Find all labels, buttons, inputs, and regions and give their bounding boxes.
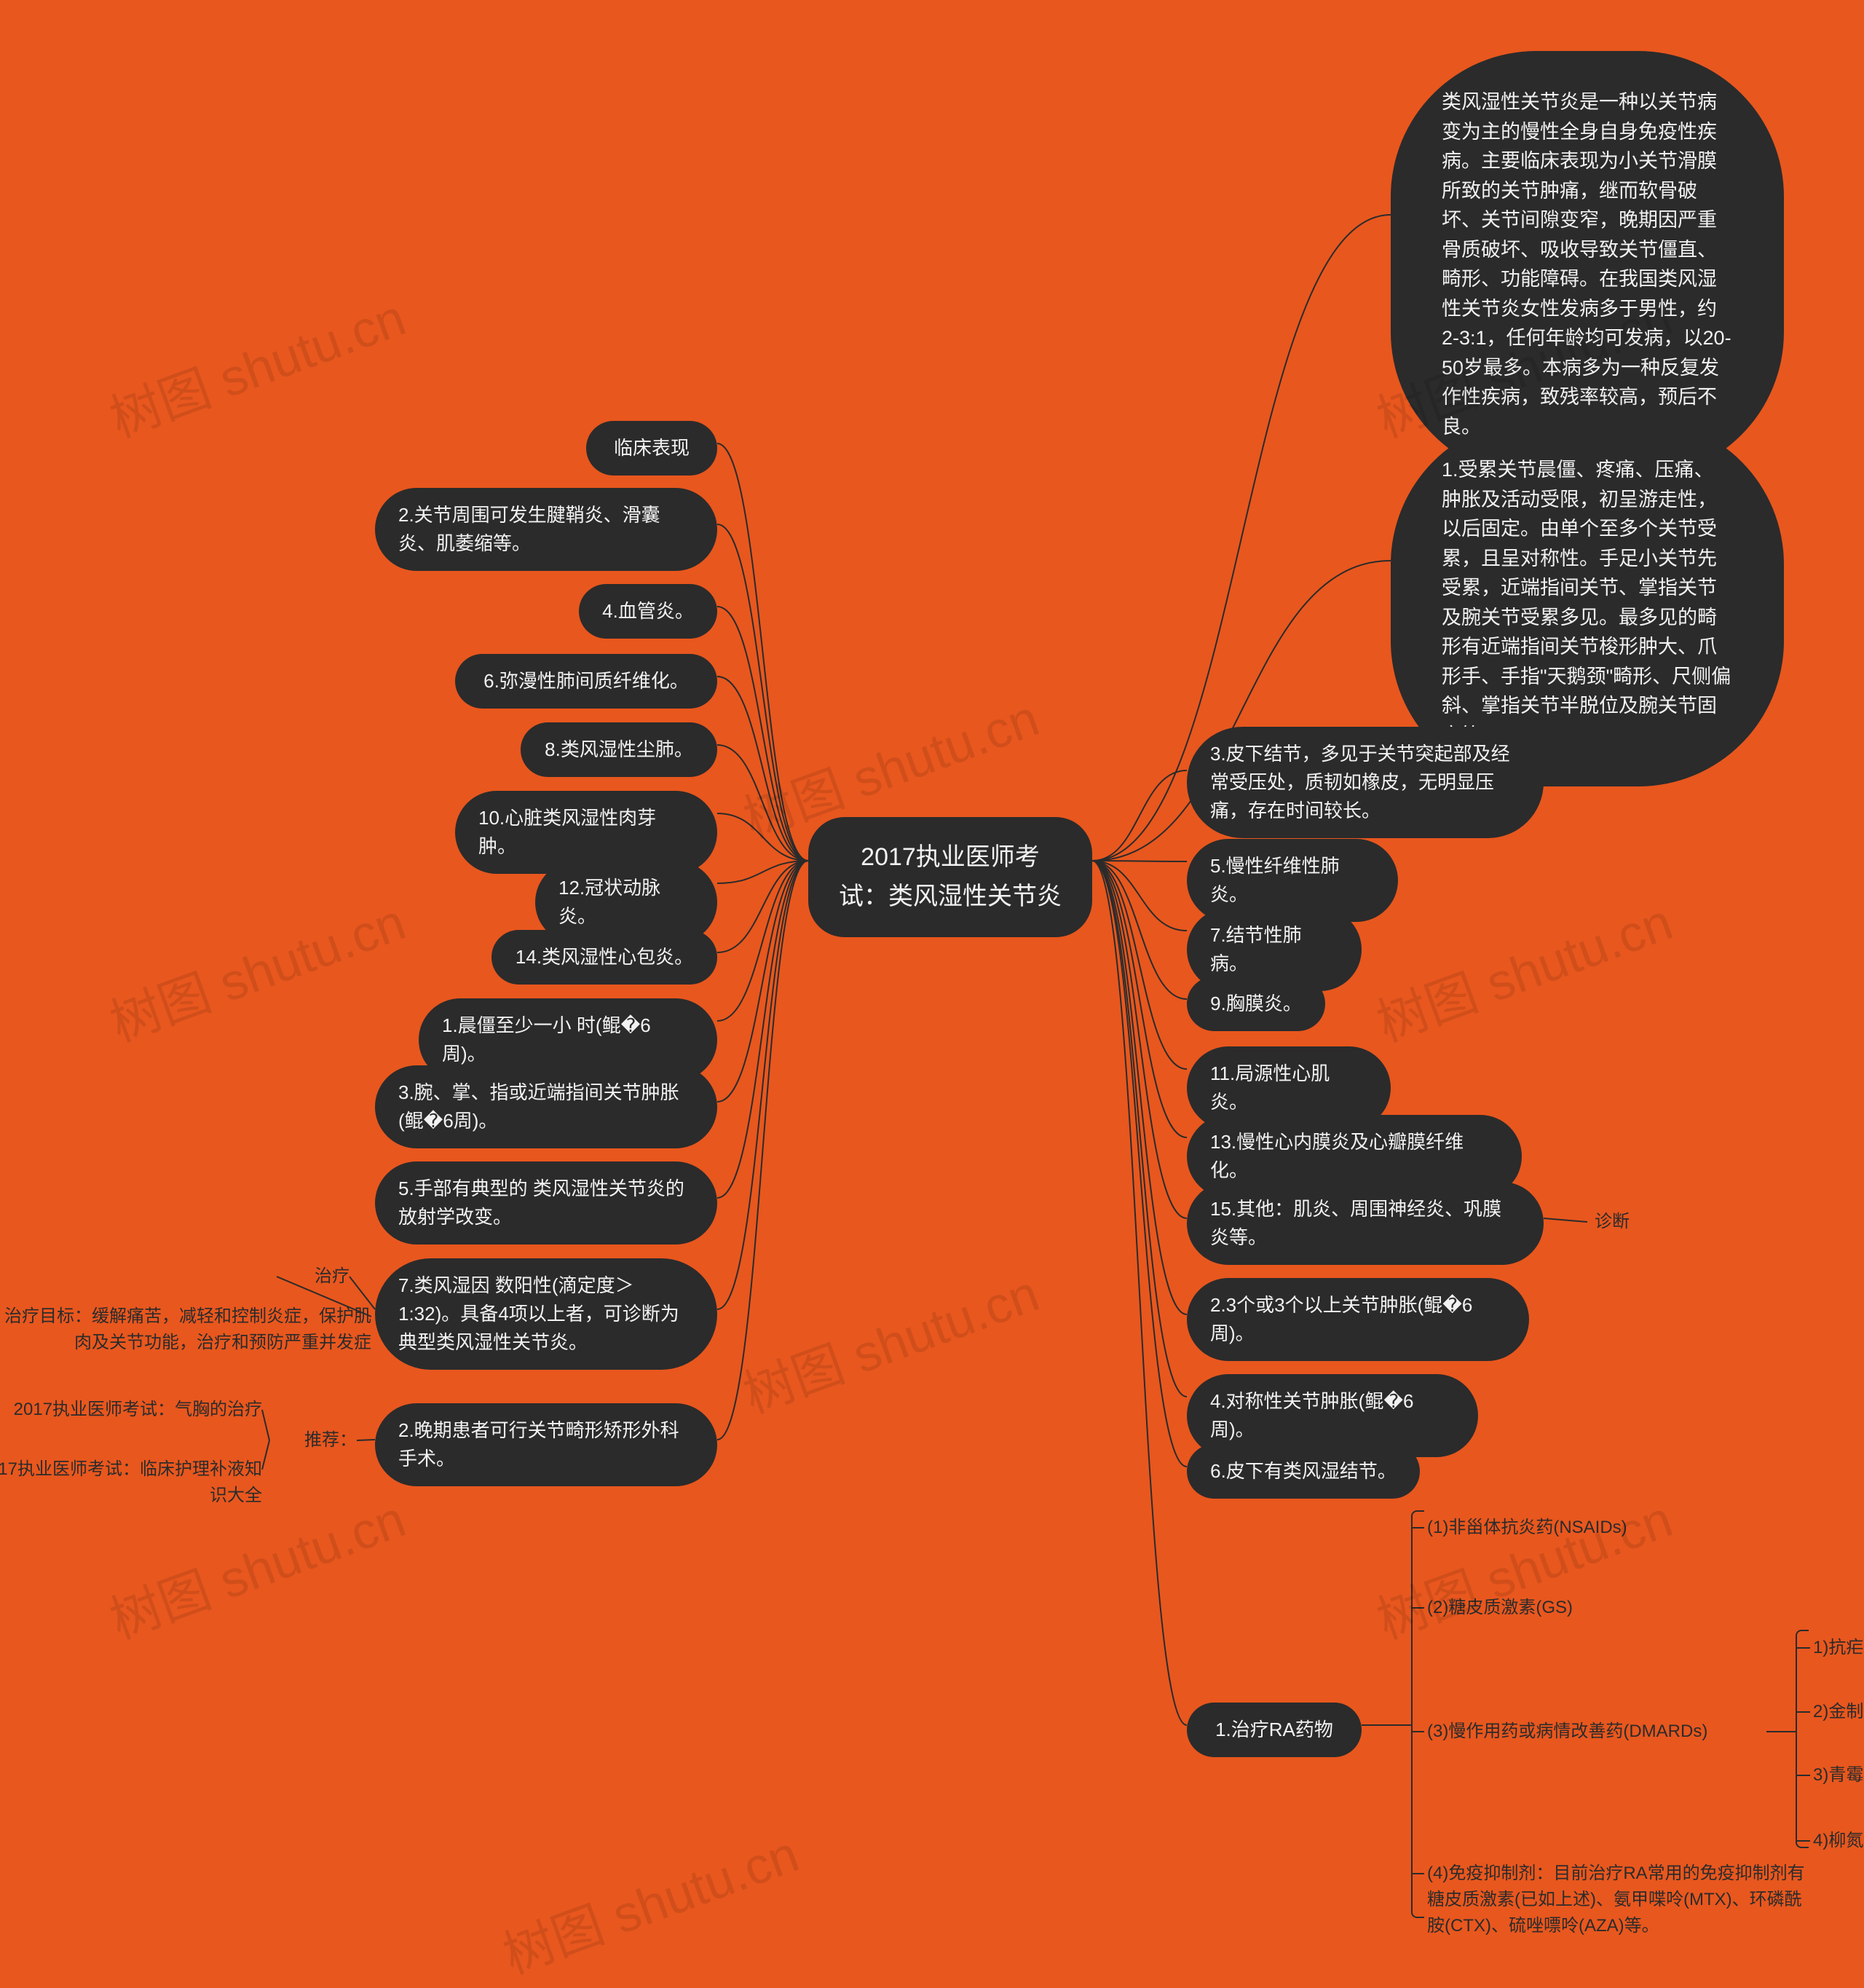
left-node: 7.类风湿因 数阳性(滴定度＞1:32)。具备4项以上者，可诊断为典型类风湿性关… <box>375 1258 717 1370</box>
leaf-label: (4)免疫抑制剂：目前治疗RA常用的免疫抑制剂有糖皮质激素(已如上述)、氨甲喋呤… <box>1427 1861 1806 1939</box>
watermark: 树图 shutu.cn <box>732 1253 1048 1428</box>
left-node: 5.手部有典型的 类风湿性关节炎的放射学改变。 <box>375 1161 717 1245</box>
left-node: 4.血管炎。 <box>579 584 717 639</box>
left-node: 8.类风湿性尘肺。 <box>521 722 717 777</box>
left-node: 6.弥漫性肺间质纤维化。 <box>455 654 717 709</box>
leaf-label: 诊断 <box>1595 1209 1682 1235</box>
leaf-label: 2017执业医师考试：气胸的治疗 <box>0 1397 262 1423</box>
leaf-label: 治疗 <box>277 1263 350 1290</box>
center-node: 2017执业医师考试：类风湿性关节炎 <box>808 817 1092 937</box>
bracket <box>1796 1630 1809 1848</box>
leaf-label: 4)柳氮磺胺吡啶 <box>1813 1828 1864 1854</box>
leaf-label: (3)慢作用药或病情改善药(DMARDs) <box>1427 1719 1762 1745</box>
leaf-label: 2017执业医师考试：临床护理补液知识大全 <box>0 1456 262 1509</box>
leaf-label: 推荐： <box>269 1427 357 1453</box>
leaf-label: 治疗目标：缓解痛苦，减轻和控制炎症，保护肌肉及关节功能，治疗和预防严重并发症 <box>0 1303 371 1356</box>
right-node: 3.皮下结节，多见于关节突起部及经常受压处，质韧如橡皮，无明显压痛，存在时间较长… <box>1187 727 1544 838</box>
leaf-label: 1)抗疟药 <box>1813 1635 1864 1661</box>
left-node: 临床表现 <box>586 421 717 476</box>
right-node: 6.皮下有类风湿结节。 <box>1187 1444 1420 1499</box>
left-node: 3.腕、掌、指或近端指间关节肿胀(鲲�6周)。 <box>375 1065 717 1148</box>
left-node: 2.关节周围可发生腱鞘炎、滑囊炎、肌萎缩等。 <box>375 488 717 571</box>
left-node: 2.晚期患者可行关节畸形矫形外科手术。 <box>375 1403 717 1486</box>
watermark: 树图 shutu.cn <box>99 277 414 452</box>
leaf-label: 3)青霉胺 <box>1813 1762 1864 1788</box>
right-node: 9.胸膜炎。 <box>1187 977 1325 1031</box>
watermark: 树图 shutu.cn <box>492 1814 807 1988</box>
watermark: 树图 shutu.cn <box>1366 882 1681 1057</box>
right-node: 15.其他：肌炎、周围神经炎、巩膜炎等。 <box>1187 1182 1544 1265</box>
bracket <box>1411 1510 1424 1918</box>
watermark: 树图 shutu.cn <box>99 882 414 1057</box>
right-node: 类风湿性关节炎是一种以关节病变为主的慢性全身自身免疫性疾病。主要临床表现为小关节… <box>1391 51 1784 478</box>
left-node: 14.类风湿性心包炎。 <box>491 930 717 985</box>
leaf-label: 2)金制剂 <box>1813 1699 1864 1725</box>
right-node: 2.3个或3个以上关节肿胀(鲲�6周)。 <box>1187 1278 1529 1361</box>
right-node: 1.治疗RA药物 <box>1187 1703 1362 1757</box>
leaf-label: (2)糖皮质激素(GS) <box>1427 1595 1646 1621</box>
leaf-label: (1)非甾体抗炎药(NSAIDs) <box>1427 1515 1704 1541</box>
